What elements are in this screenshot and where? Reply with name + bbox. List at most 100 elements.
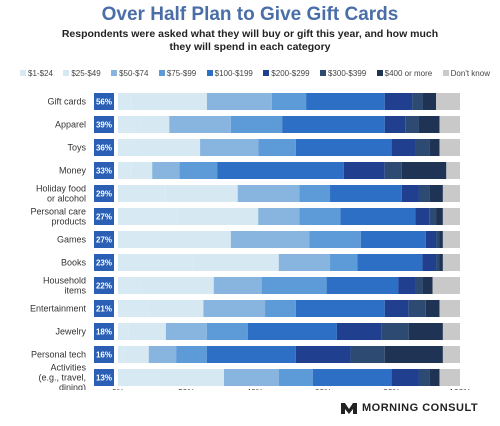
bar-segment — [128, 323, 166, 340]
category-label: Apparel — [55, 120, 86, 130]
chart-subtitle: Respondents were asked what they will bu… — [61, 28, 439, 53]
bar-segment — [412, 93, 423, 110]
bar-segment — [446, 162, 460, 179]
bar-segment — [415, 139, 430, 156]
bar-segment — [118, 116, 142, 133]
legend-item: $100-$199 — [206, 68, 253, 78]
bar-segment — [295, 139, 392, 156]
bar-segment — [118, 369, 160, 386]
bar-segment — [118, 323, 129, 340]
brand-logo: MORNING CONSULT — [340, 401, 478, 415]
bar-segment — [118, 93, 132, 110]
bar-segment — [330, 254, 358, 271]
bar-segment — [398, 277, 416, 294]
share-label-box — [94, 254, 114, 271]
category-label: Personal tech — [31, 350, 86, 360]
legend-item: $75-$99 — [158, 69, 196, 78]
bar-segment — [141, 116, 170, 133]
bar-segment — [340, 208, 416, 225]
bar-segment — [159, 231, 231, 248]
share-label-box — [94, 139, 114, 156]
bar-segment — [278, 369, 313, 386]
bar-segment — [405, 116, 419, 133]
category-label: Holiday food — [36, 184, 86, 194]
category-label: Entertainment — [30, 304, 87, 314]
share-label: 16% — [96, 351, 112, 360]
legend-swatch — [263, 70, 270, 76]
bar-segment — [439, 231, 443, 248]
bar-segment — [442, 323, 460, 340]
bar-segment — [124, 346, 149, 363]
bar-segment — [118, 346, 125, 363]
bar-segment — [261, 277, 327, 294]
bar-segment — [436, 254, 440, 271]
category-label: Household — [43, 276, 86, 286]
bar-segment — [439, 139, 460, 156]
share-label-box — [94, 93, 114, 110]
bar-segment — [271, 93, 307, 110]
legend-label: $50-$74 — [119, 68, 149, 78]
category-label: dining) — [59, 383, 86, 391]
bar-segment — [432, 277, 460, 294]
bar-segment — [203, 300, 266, 317]
bar-segment — [384, 300, 409, 317]
bar-segment — [442, 185, 460, 202]
share-label: 22% — [96, 282, 112, 291]
legend-swatch — [442, 70, 449, 76]
legend-label: $200-$299 — [271, 68, 310, 78]
legend-swatch — [319, 70, 326, 76]
bar-segment — [422, 93, 437, 110]
bar-segment — [213, 277, 262, 294]
legend-label: $400 or more — [384, 68, 433, 78]
share-label: 18% — [96, 328, 112, 337]
bar-segment — [131, 93, 207, 110]
share-label-box — [94, 116, 114, 133]
bar-segment — [384, 346, 443, 363]
bar-segment — [278, 254, 331, 271]
legend-label: $25-$49 — [71, 68, 101, 78]
bar-segment — [429, 369, 440, 386]
bar-segment — [442, 208, 460, 225]
bar-segment — [439, 300, 460, 317]
legend-label: $300-$399 — [327, 68, 367, 78]
bar-segment — [343, 162, 385, 179]
category-label: or alcohol — [47, 194, 86, 204]
brand-name: MORNING CONSULT — [362, 402, 479, 414]
bar-segment — [312, 369, 392, 386]
bar-segment — [165, 323, 207, 340]
bar-segment — [401, 185, 419, 202]
bar-segment — [401, 162, 447, 179]
bar-segment — [176, 208, 259, 225]
legend-item: Don't know — [442, 69, 490, 78]
bar-segment — [439, 369, 460, 386]
x-tick-label: 80% — [383, 387, 400, 390]
share-label-box — [94, 277, 114, 294]
bar-segment — [306, 93, 385, 110]
bar-segment — [247, 323, 337, 340]
bar-segment — [429, 185, 443, 202]
bar-segment — [206, 346, 296, 363]
bar-segment — [384, 162, 402, 179]
bar-segment — [176, 346, 207, 363]
bar-segment — [384, 116, 406, 133]
share-label-box — [94, 300, 114, 317]
bar-segment — [429, 139, 440, 156]
bar-segment — [360, 231, 426, 248]
legend-swatch — [376, 70, 383, 76]
bar-segment — [206, 323, 248, 340]
bar-segment — [442, 346, 460, 363]
bar-segment — [436, 93, 460, 110]
category-label: Money — [59, 166, 87, 176]
share-label: 21% — [96, 305, 112, 314]
legend-label: $100-$199 — [214, 68, 253, 78]
bar-segment — [309, 231, 361, 248]
bar-segment — [384, 93, 413, 110]
bar-segment — [118, 277, 142, 294]
category-label: products — [51, 217, 86, 227]
share-label: 39% — [96, 121, 112, 130]
share-label-box — [94, 162, 114, 179]
category-label: Activities — [50, 363, 86, 373]
legend-swatch — [158, 70, 165, 76]
share-label: 27% — [96, 213, 112, 222]
bar-segment — [408, 300, 426, 317]
